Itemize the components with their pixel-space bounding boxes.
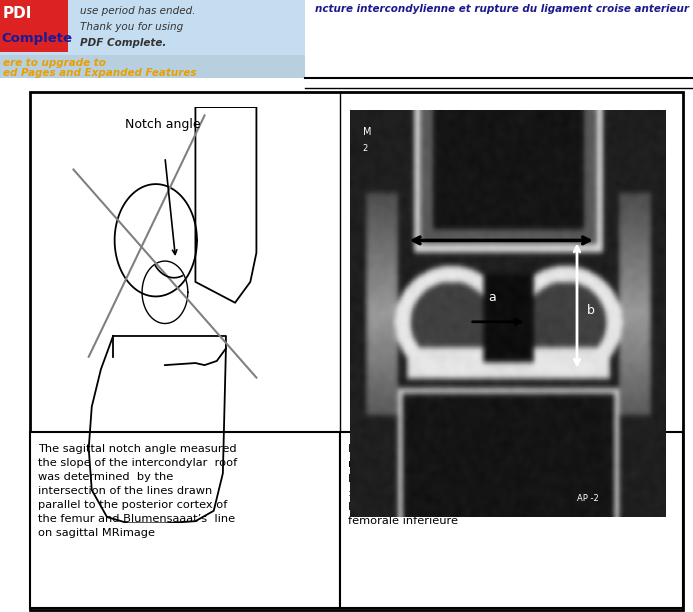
Text: AP -2: AP -2: [577, 494, 599, 503]
Text: Évaluation de la taille de l’échancrure : a : le
rapport de la largeur de l’écha: Évaluation de la taille de l’échancrure …: [348, 444, 604, 526]
Text: Notch angle: Notch angle: [125, 118, 201, 131]
Text: b: b: [586, 304, 595, 316]
Bar: [30, 92, 683, 610]
Text: ere to upgrade to: ere to upgrade to: [3, 58, 106, 68]
Text: ncture intercondylienne et rupture du ligament croise anterieur: ncture intercondylienne et rupture du li…: [315, 4, 689, 14]
Text: a: a: [489, 291, 496, 304]
Text: Complete: Complete: [1, 32, 72, 45]
Text: PDI: PDI: [3, 6, 33, 21]
Text: Thank you for using: Thank you for using: [80, 22, 183, 32]
Text: PDF Complete.: PDF Complete.: [80, 38, 166, 48]
Bar: [0, 0, 305, 78]
Bar: [340, 432, 683, 608]
Text: M: M: [362, 127, 371, 136]
Bar: [0, 0, 68, 52]
Text: use period has ended.: use period has ended.: [80, 6, 195, 16]
Text: The sagittal notch angle measured
the slope of the intercondylar  roof
was deter: The sagittal notch angle measured the sl…: [38, 444, 237, 538]
Bar: [30, 432, 340, 608]
Text: ed Pages and Expanded Features: ed Pages and Expanded Features: [3, 68, 197, 78]
Text: 2: 2: [362, 144, 368, 153]
Bar: [0, 55, 305, 78]
